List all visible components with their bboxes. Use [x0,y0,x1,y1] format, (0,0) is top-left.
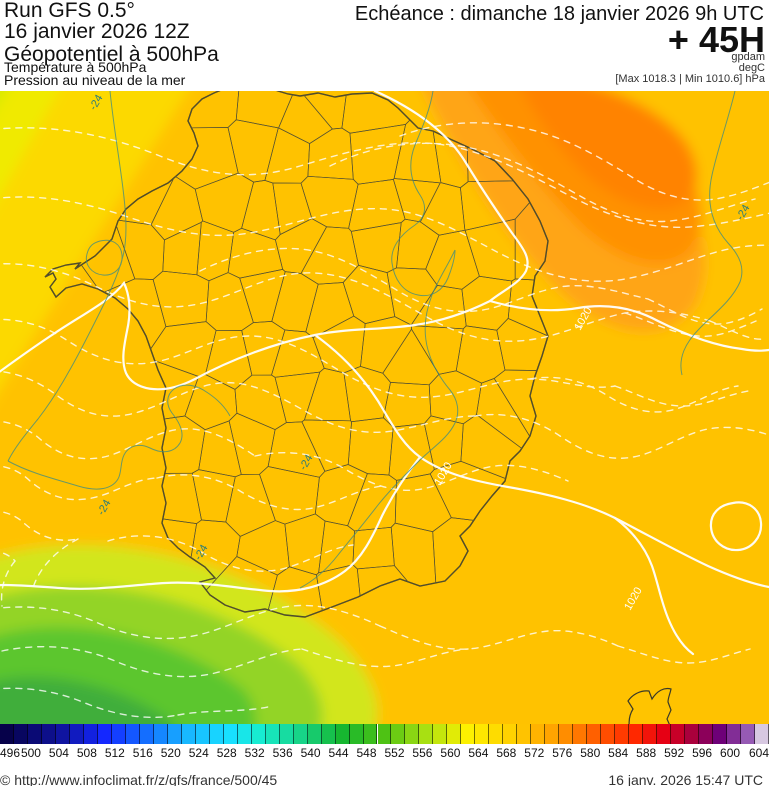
svg-text:-24: -24 [192,543,210,563]
svg-text:1020: 1020 [432,460,455,487]
svg-text:-24: -24 [297,453,315,473]
svg-text:1020: 1020 [622,585,645,612]
svg-text:-24: -24 [87,93,105,113]
svg-text:1020: 1020 [572,305,595,332]
svg-text:-24: -24 [734,203,752,223]
svg-text:-24: -24 [95,498,113,518]
